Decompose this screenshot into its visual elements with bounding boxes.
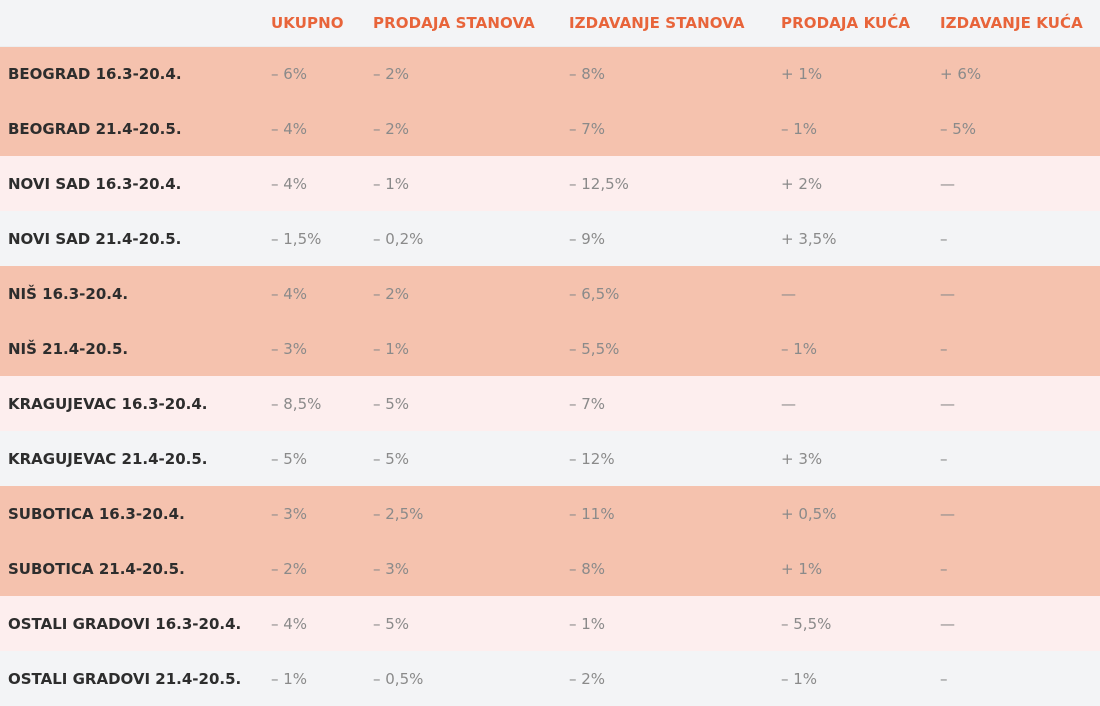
table-row: OSTALI GRADOVI 16.3-20.4. – 4% – 5% – 1%… [0, 596, 1100, 651]
cell-ukupno: – 1% [271, 669, 308, 688]
table-row: NIŠ 21.4-20.5. – 3% – 1% – 5,5% – 1% – [0, 321, 1100, 376]
row-label: OSTALI GRADOVI 16.3-20.4. [8, 614, 242, 633]
row-label: BEOGRAD 16.3-20.4. [8, 64, 182, 83]
header-city-period [0, 0, 262, 47]
cell-prodaja-stanova: – 5% [373, 614, 410, 633]
cell-prodaja-stanova: – 5% [373, 449, 410, 468]
cell-izdavanje-kuca: — [940, 284, 955, 303]
cell-izdavanje-kuca: – [940, 449, 948, 468]
row-label: KRAGUJEVAC 16.3-20.4. [8, 394, 208, 413]
table-row: KRAGUJEVAC 16.3-20.4. – 8,5% – 5% – 7% —… [0, 376, 1100, 431]
cell-prodaja-kuca: + 2% [781, 174, 823, 193]
table-row: NOVI SAD 16.3-20.4. – 4% – 1% – 12,5% + … [0, 156, 1100, 211]
cell-ukupno: – 4% [271, 284, 308, 303]
table-row: NIŠ 16.3-20.4. – 4% – 2% – 6,5% — — [0, 266, 1100, 321]
cell-izdavanje-stanova: – 8% [569, 559, 606, 578]
cell-ukupno: – 3% [271, 339, 308, 358]
cell-ukupno: – 1,5% [271, 229, 322, 248]
cell-izdavanje-stanova: – 6,5% [569, 284, 620, 303]
cell-ukupno: – 4% [271, 174, 308, 193]
table-row: SUBOTICA 16.3-20.4. – 3% – 2,5% – 11% + … [0, 486, 1100, 541]
row-label: NIŠ 16.3-20.4. [8, 284, 129, 303]
cell-izdavanje-kuca: — [940, 174, 955, 193]
cell-izdavanje-kuca: + 6% [940, 64, 982, 83]
cell-izdavanje-kuca: – [940, 669, 948, 688]
cell-prodaja-stanova: – 2% [373, 119, 410, 138]
table-row: BEOGRAD 21.4-20.5. – 4% – 2% – 7% – 1% –… [0, 101, 1100, 156]
cell-izdavanje-kuca: — [940, 504, 955, 523]
cell-prodaja-stanova: – 1% [373, 339, 410, 358]
table-row: NOVI SAD 21.4-20.5. – 1,5% – 0,2% – 9% +… [0, 211, 1100, 266]
table-header-row: UKUPNO PRODAJA STANOVA IZDAVANJE STANOVA… [0, 0, 1100, 47]
cell-prodaja-stanova: – 1% [373, 174, 410, 193]
cell-prodaja-stanova: – 0,2% [373, 229, 424, 248]
row-label: OSTALI GRADOVI 21.4-20.5. [8, 669, 242, 688]
cell-ukupno: – 4% [271, 614, 308, 633]
cell-izdavanje-stanova: – 12,5% [569, 174, 629, 193]
cell-prodaja-kuca: + 3% [781, 449, 823, 468]
cell-izdavanje-stanova: – 12% [569, 449, 615, 468]
row-label: NIŠ 21.4-20.5. [8, 339, 129, 358]
cell-izdavanje-stanova: – 7% [569, 394, 606, 413]
cell-prodaja-stanova: – 2% [373, 64, 410, 83]
cell-prodaja-kuca: — [781, 284, 796, 303]
cell-prodaja-kuca: – 1% [781, 119, 818, 138]
row-label: BEOGRAD 21.4-20.5. [8, 119, 182, 138]
row-label: NOVI SAD 21.4-20.5. [8, 229, 182, 248]
cell-izdavanje-stanova: – 9% [569, 229, 606, 248]
header-prodaja-kuca: PRODAJA KUĆA [772, 0, 931, 47]
cell-prodaja-kuca: + 1% [781, 559, 823, 578]
cell-ukupno: – 6% [271, 64, 308, 83]
cell-izdavanje-stanova: – 8% [569, 64, 606, 83]
cell-izdavanje-kuca: – [940, 559, 948, 578]
cell-prodaja-kuca: + 0,5% [781, 504, 837, 523]
cell-izdavanje-kuca: — [940, 614, 955, 633]
header-izdavanje-kuca: IZDAVANJE KUĆA [931, 0, 1100, 47]
cell-izdavanje-stanova: – 2% [569, 669, 606, 688]
cell-izdavanje-stanova: – 11% [569, 504, 615, 523]
row-label: NOVI SAD 16.3-20.4. [8, 174, 182, 193]
header-ukupno: UKUPNO [262, 0, 364, 47]
cell-izdavanje-kuca: – [940, 339, 948, 358]
cell-prodaja-stanova: – 2,5% [373, 504, 424, 523]
cell-ukupno: – 8,5% [271, 394, 322, 413]
table-row: SUBOTICA 21.4-20.5. – 2% – 3% – 8% + 1% … [0, 541, 1100, 596]
row-label: SUBOTICA 16.3-20.4. [8, 504, 185, 523]
row-label: KRAGUJEVAC 21.4-20.5. [8, 449, 208, 468]
cell-ukupno: – 5% [271, 449, 308, 468]
table-row: KRAGUJEVAC 21.4-20.5. – 5% – 5% – 12% + … [0, 431, 1100, 486]
cell-izdavanje-kuca: – [940, 229, 948, 248]
cell-ukupno: – 4% [271, 119, 308, 138]
header-prodaja-stanova: PRODAJA STANOVA [364, 0, 560, 47]
cell-izdavanje-kuca: – 5% [940, 119, 977, 138]
table-row: OSTALI GRADOVI 21.4-20.5. – 1% – 0,5% – … [0, 651, 1100, 706]
cell-prodaja-stanova: – 3% [373, 559, 410, 578]
cell-ukupno: – 3% [271, 504, 308, 523]
cell-ukupno: – 2% [271, 559, 308, 578]
cell-prodaja-kuca: – 5,5% [781, 614, 832, 633]
cell-prodaja-kuca: – 1% [781, 339, 818, 358]
header-izdavanje-stanova: IZDAVANJE STANOVA [560, 0, 772, 47]
cell-prodaja-kuca: + 1% [781, 64, 823, 83]
cell-izdavanje-kuca: — [940, 394, 955, 413]
cell-prodaja-kuca: — [781, 394, 796, 413]
cell-prodaja-kuca: + 3,5% [781, 229, 837, 248]
cell-prodaja-stanova: – 5% [373, 394, 410, 413]
cell-izdavanje-stanova: – 7% [569, 119, 606, 138]
cell-prodaja-stanova: – 2% [373, 284, 410, 303]
cell-izdavanje-stanova: – 1% [569, 614, 606, 633]
cell-prodaja-stanova: – 0,5% [373, 669, 424, 688]
row-label: SUBOTICA 21.4-20.5. [8, 559, 185, 578]
cell-izdavanje-stanova: – 5,5% [569, 339, 620, 358]
cell-prodaja-kuca: – 1% [781, 669, 818, 688]
table-row: BEOGRAD 16.3-20.4. – 6% – 2% – 8% + 1% +… [0, 46, 1100, 101]
